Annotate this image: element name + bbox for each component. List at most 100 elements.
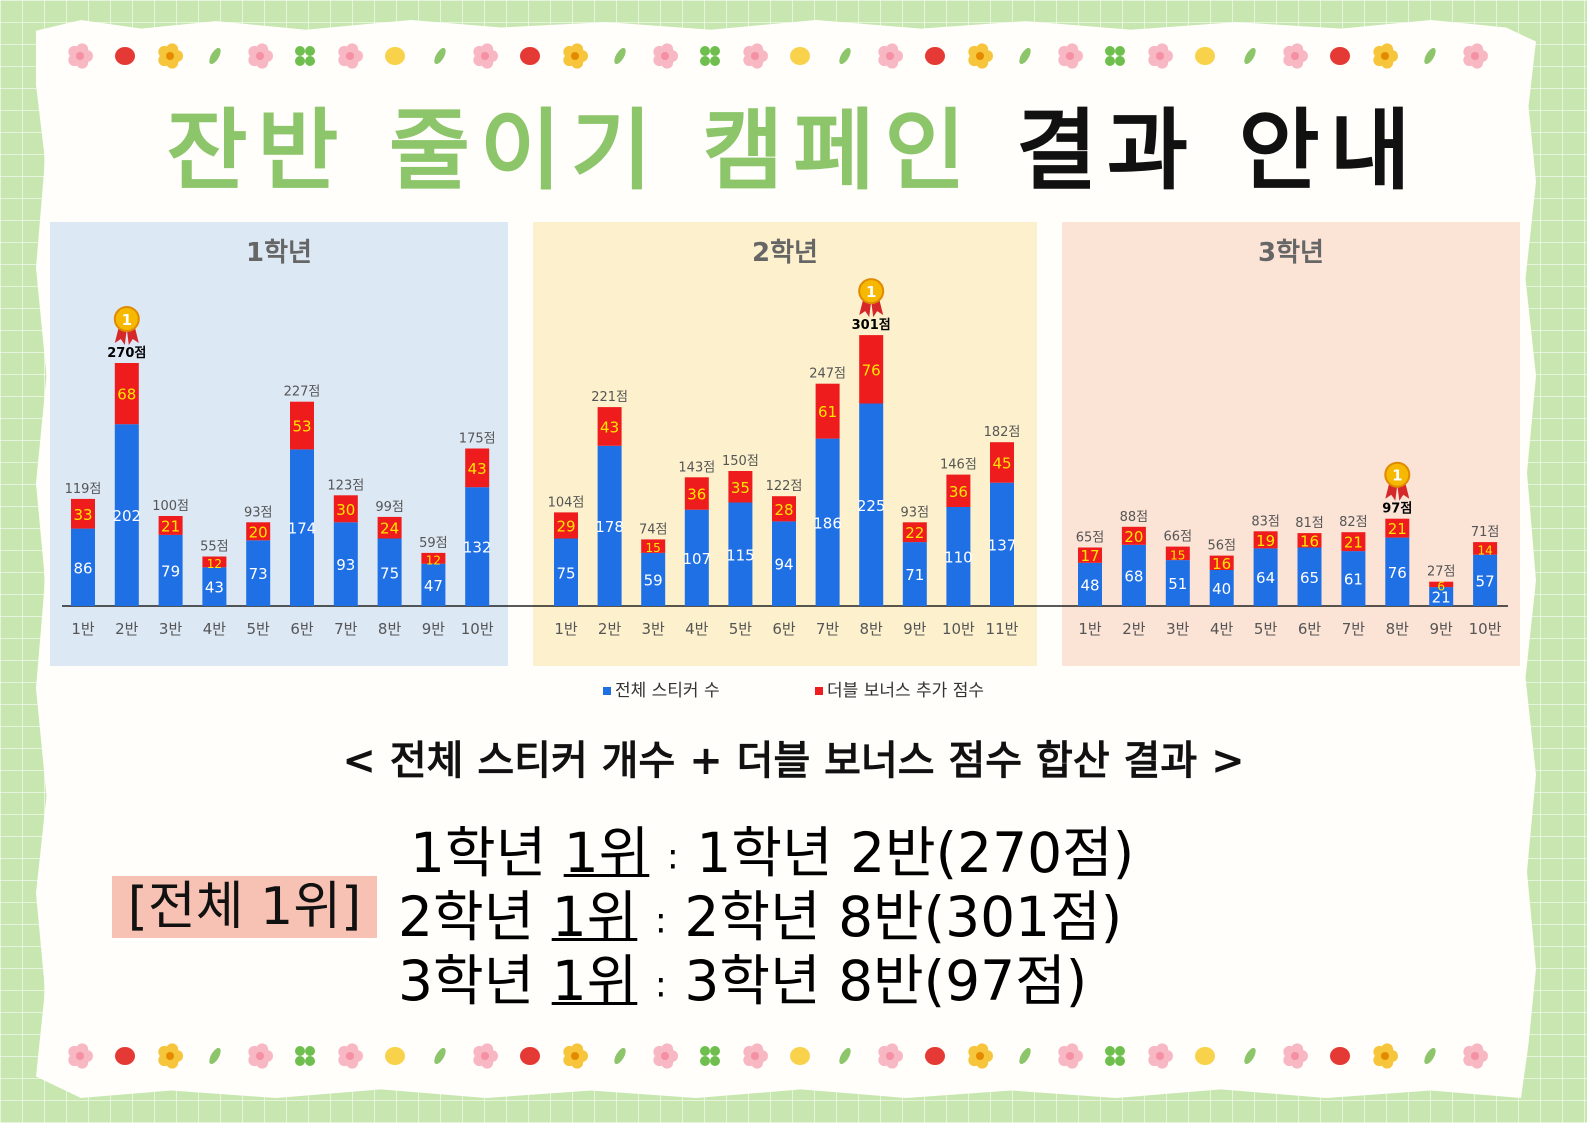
tick-label: 1반: [1078, 620, 1102, 638]
total-label: 93점: [244, 505, 273, 520]
result-row-grade2: 2학년 1위 : 2학년 8반(301점): [398, 872, 1122, 952]
flower-pink-icon: [1148, 43, 1173, 69]
flower-pink-icon: [1058, 43, 1083, 69]
overall-winner-badge: [전체 1위]: [112, 876, 377, 938]
data-label-total: 65: [1300, 569, 1319, 587]
panel-title: 1학년: [246, 238, 312, 268]
bar-total: [946, 507, 971, 606]
data-label-bonus: 21: [161, 517, 180, 535]
data-label-bonus: 20: [249, 523, 268, 541]
tulip-red-icon: [115, 1047, 135, 1065]
flower-pink-icon: [1463, 1043, 1488, 1069]
total-label: 97점: [1382, 502, 1412, 517]
flower-yellow-icon: [158, 43, 183, 69]
tick-label: 7반: [816, 620, 840, 638]
bar-total: [377, 538, 402, 606]
leaf-green-icon: [1244, 1047, 1256, 1065]
data-label-bonus: 53: [292, 418, 311, 436]
flower-yellow-icon: [1373, 43, 1398, 69]
data-label-bonus: 14: [1477, 543, 1492, 557]
flower-border-bottom: [68, 1043, 1488, 1069]
tick-label: 5반: [247, 620, 271, 638]
tick-label: 6반: [772, 620, 796, 638]
flower-pink-icon: [878, 1043, 903, 1069]
flower-pink-icon: [743, 43, 768, 69]
data-label-bonus: 61: [818, 403, 837, 421]
result-grade: 2학년: [398, 885, 535, 949]
flower-yellow-icon: [968, 1043, 993, 1069]
tick-label: 3반: [1166, 620, 1190, 638]
medal-icon: [113, 306, 140, 332]
bar-total: [290, 449, 314, 606]
tick-label: 3반: [642, 620, 666, 638]
result-rank: 1위: [551, 949, 638, 1013]
tulip-red-icon: [520, 47, 540, 65]
total-label: 122점: [766, 479, 803, 494]
data-label-total: 59: [644, 571, 663, 589]
tulip-yellow-icon: [1195, 47, 1215, 65]
leaf-green-icon: [1424, 1047, 1436, 1065]
total-label: 93점: [901, 505, 930, 520]
tulip-red-icon: [115, 47, 135, 65]
bar-total: [1297, 547, 1322, 606]
total-label: 100점: [152, 499, 189, 514]
leaf-green-icon: [434, 1047, 446, 1065]
flower-pink-icon: [1148, 1043, 1173, 1069]
result-value: 3학년 8반(97점): [684, 949, 1088, 1013]
tick-label: 9반: [903, 620, 927, 638]
tulip-yellow-icon: [790, 1047, 810, 1065]
bar-bonus: [1253, 531, 1278, 549]
total-label: 88점: [1120, 510, 1149, 525]
bar-total: [1341, 551, 1366, 606]
result-grade: 1학년: [410, 821, 547, 885]
bar-bonus: [946, 474, 971, 507]
bar-bonus: [71, 498, 95, 529]
bar-bonus: [1209, 555, 1234, 570]
data-label-bonus: 19: [1256, 532, 1275, 550]
bar-bonus: [1385, 518, 1410, 538]
bar-total: [684, 509, 709, 606]
tulip-red-icon: [925, 1047, 945, 1065]
stacked-bar-chart: 86 33 119점 1반 202 68 270점 2반 1 79 21 100점 3반 43 12 55점 4…: [62, 278, 1508, 638]
bar-bonus: [641, 539, 666, 553]
data-label-bonus: 21: [1388, 520, 1407, 538]
medal-number: 1: [866, 283, 876, 301]
flower-pink-icon: [68, 1043, 93, 1069]
tulip-yellow-icon: [385, 47, 405, 65]
flower-yellow-icon: [968, 43, 993, 69]
tick-label: 3반: [159, 620, 183, 638]
data-label-total: 47: [424, 577, 443, 595]
data-label-total: 64: [1256, 569, 1275, 587]
bar-bonus: [554, 512, 578, 539]
result-rank: 1위: [563, 821, 650, 885]
total-label: 56점: [1207, 539, 1236, 554]
tick-label: 8반: [1386, 620, 1410, 638]
tick-label: 10반: [942, 620, 975, 638]
bar-total: [990, 482, 1014, 606]
data-label-bonus: 20: [1124, 528, 1143, 546]
data-label-total: 137: [988, 536, 1017, 554]
result-sep: :: [654, 964, 667, 1006]
tick-label: 4반: [203, 620, 227, 638]
bar-bonus: [1165, 546, 1190, 561]
total-label: 227점: [284, 385, 321, 400]
data-label-total: 110: [944, 549, 973, 567]
total-label: 27점: [1427, 565, 1456, 580]
flower-yellow-icon: [563, 43, 588, 69]
result-grade: 3학년: [398, 949, 535, 1013]
tulip-yellow-icon: [385, 1047, 405, 1065]
leaf-green-icon: [1244, 47, 1256, 65]
bar-total: [1078, 562, 1102, 606]
bar-total: [772, 521, 796, 606]
tick-label: 6반: [1298, 620, 1322, 638]
data-label-bonus: 15: [1170, 548, 1185, 562]
data-label-total: 75: [380, 564, 399, 582]
tick-label: 7반: [334, 620, 358, 638]
tick-label: 9반: [1430, 620, 1454, 638]
total-label: 104점: [548, 495, 585, 510]
bar-total: [246, 540, 271, 606]
flower-yellow-icon: [158, 1043, 183, 1069]
tulip-red-icon: [520, 1047, 540, 1065]
tick-label: 2반: [1122, 620, 1146, 638]
tick-label: 2반: [598, 620, 622, 638]
